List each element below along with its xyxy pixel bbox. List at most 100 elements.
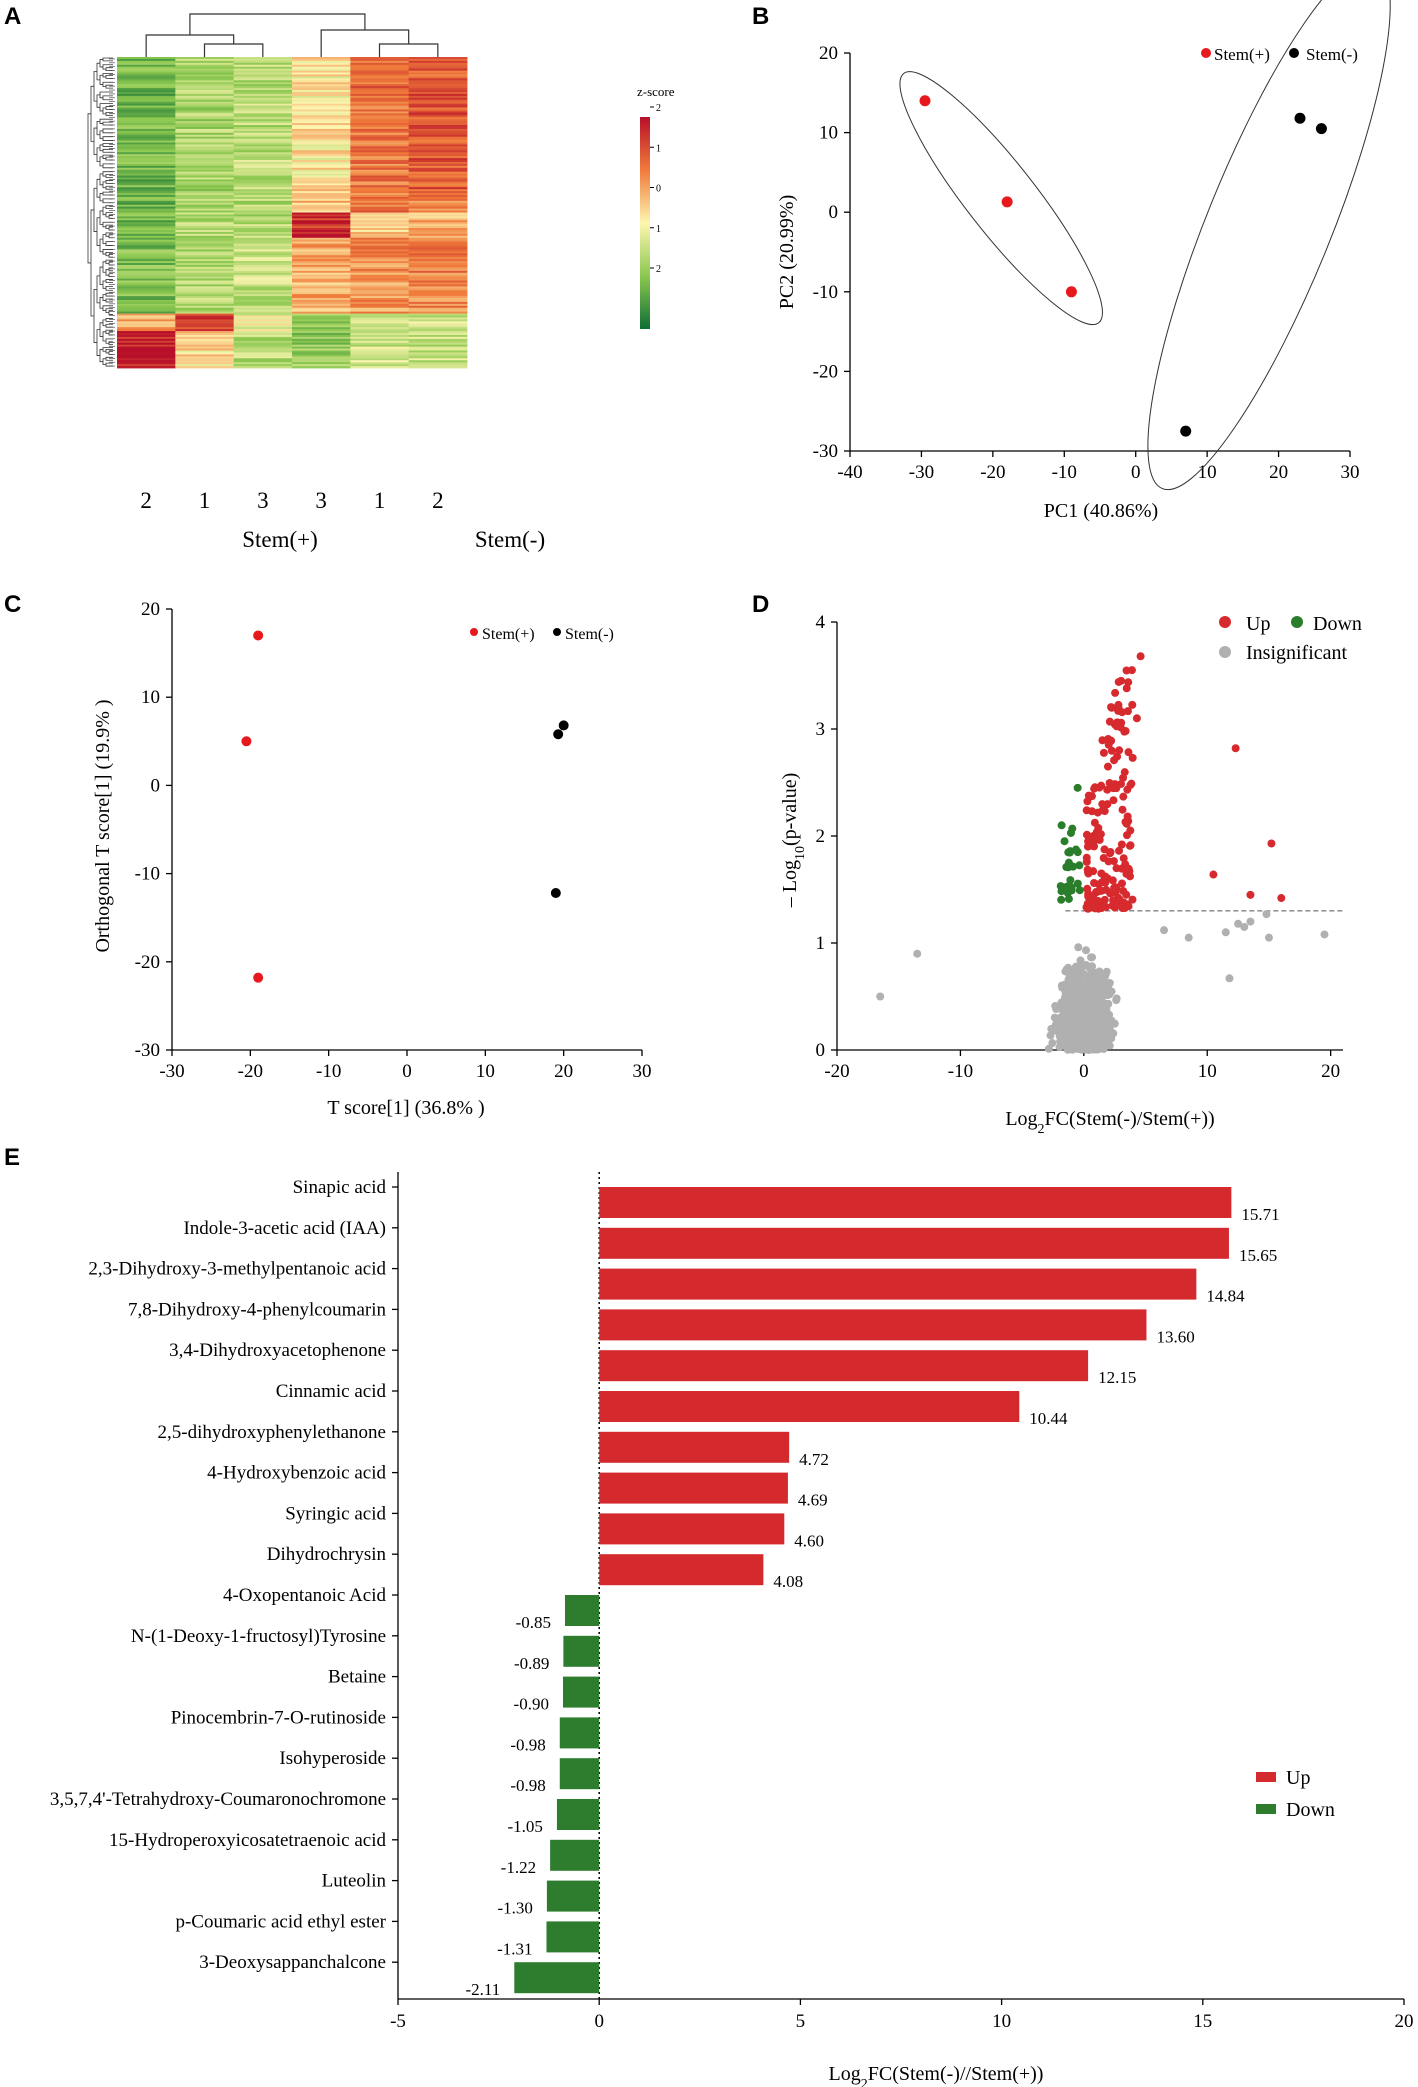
heatmap-cell [175,358,235,361]
heatmap-cell [350,156,410,159]
heatmap-cell [408,74,468,77]
heatmap-cell [117,105,176,108]
heatmap-cell [292,311,351,314]
heatmap-cell [175,284,235,287]
heatmap-cell [233,196,293,200]
heatmap-cell [175,202,235,206]
heatmap-cell [233,272,293,276]
heatmap-cell [117,76,176,79]
heatmap-cell [408,329,468,332]
heatmap-cell [233,327,293,330]
heatmap-cell [350,91,410,95]
dendrogram-branch [99,144,103,152]
heatmap-cell [292,173,351,176]
volcano-legend: Up Down Insignificant [1219,613,1362,664]
heatmap-cell [350,97,410,101]
heatmap-cell [408,336,468,340]
bar [599,1187,1232,1218]
heatmap-cell [233,266,293,270]
heatmap-cell [233,290,293,293]
heatmap-column-label: 1 [374,488,386,513]
bar-value-label: -1.31 [497,1939,532,1958]
heatmap-cell [175,150,235,153]
x-tick-label: 10 [992,2011,1011,2032]
heatmap-cell [350,327,410,330]
heatmap-cell [292,299,351,303]
volcano-point-up [1119,854,1128,863]
heatmap-cell [233,183,293,186]
heatmap-cell [175,204,235,208]
heatmap-cell [233,231,293,235]
x-tick-label: -10 [948,1061,973,1082]
heatmap-cell [350,115,410,118]
heatmap-cell [117,117,176,120]
heatmap-cell [233,185,293,188]
volcano-point-up [1118,708,1127,717]
heatmap-cell [408,282,468,285]
volcano-point-up [1110,756,1119,765]
heatmap-cell [408,342,468,346]
volcano-point-up [1115,746,1124,755]
heatmap-cell [233,340,293,344]
volcano-point-up [1090,818,1099,827]
heatmap-cell [408,86,468,89]
heatmap-cell [292,189,351,192]
heatmap-cell [292,272,351,276]
heatmap-cell [350,154,410,157]
heatmap-cell [350,163,410,167]
heatmap-cell [175,167,235,171]
heatmap-cell [175,57,235,60]
heatmap-cell [233,150,293,153]
heatmap-cell [233,74,293,77]
heatmap-cell [408,261,468,264]
heatmap-cell [175,156,235,159]
dendrogram-branch [102,331,106,342]
volcano-points [876,652,1343,1054]
heatmap-cell [350,255,410,258]
heatmap-cell [117,138,176,141]
heatmap-cell [408,82,468,85]
heatmap-cell [350,204,410,208]
heatmap-cell [408,144,468,147]
heatmap-cell [408,317,468,320]
heatmap-cell [408,247,468,250]
heatmap-cell [292,163,351,167]
bar-x-label: Log2FC(Stem(-)//Stem(+)) [829,2063,1044,2087]
category-label: Luteolin [322,1871,387,1892]
heatmap-cell [175,181,235,184]
dendrogram-branch [102,121,113,126]
heatmap-cell [175,348,235,351]
heatmap-cell [233,103,293,106]
heatmap-cell [175,338,235,342]
heatmap-cell [408,226,468,229]
heatmap-cell [350,253,410,256]
group-label-stem-plus: Stem(+) [242,527,318,552]
heatmap-cell [175,319,235,322]
volcano-point-up [1097,886,1106,895]
heatmap-cell [350,158,410,161]
heatmap-cell [292,284,351,287]
heatmap-cell [117,313,176,316]
heatmap-cell [117,301,176,305]
heatmap-cell [175,198,235,202]
heatmap-cell [350,121,410,124]
heatmap-cell [350,307,410,311]
heatmap-cell [117,167,176,171]
volcano-point-insignificant [876,992,885,1001]
heatmap-cell [292,296,351,299]
dendrogram-branch [99,210,103,225]
heatmap-cell [175,177,235,180]
heatmap-cell [233,76,293,79]
heatmap-cell [350,99,410,103]
heatmap-cell [175,132,235,136]
heatmap-cell [350,263,410,266]
heatmap-cell [408,58,468,62]
dendrogram-branch [96,329,100,356]
panel-a: A z-score 2 1 0 1 2 2 1 3 3 1 2 Stem(+) Stem(-) [4,3,675,552]
heatmap-cell [233,313,293,316]
heatmap-cell [175,121,235,124]
group-label-stem-minus: Stem(-) [475,527,545,552]
heatmap-cell [175,354,235,357]
bar-value-label: -2.11 [466,1980,501,1999]
heatmap-cell [233,325,293,328]
